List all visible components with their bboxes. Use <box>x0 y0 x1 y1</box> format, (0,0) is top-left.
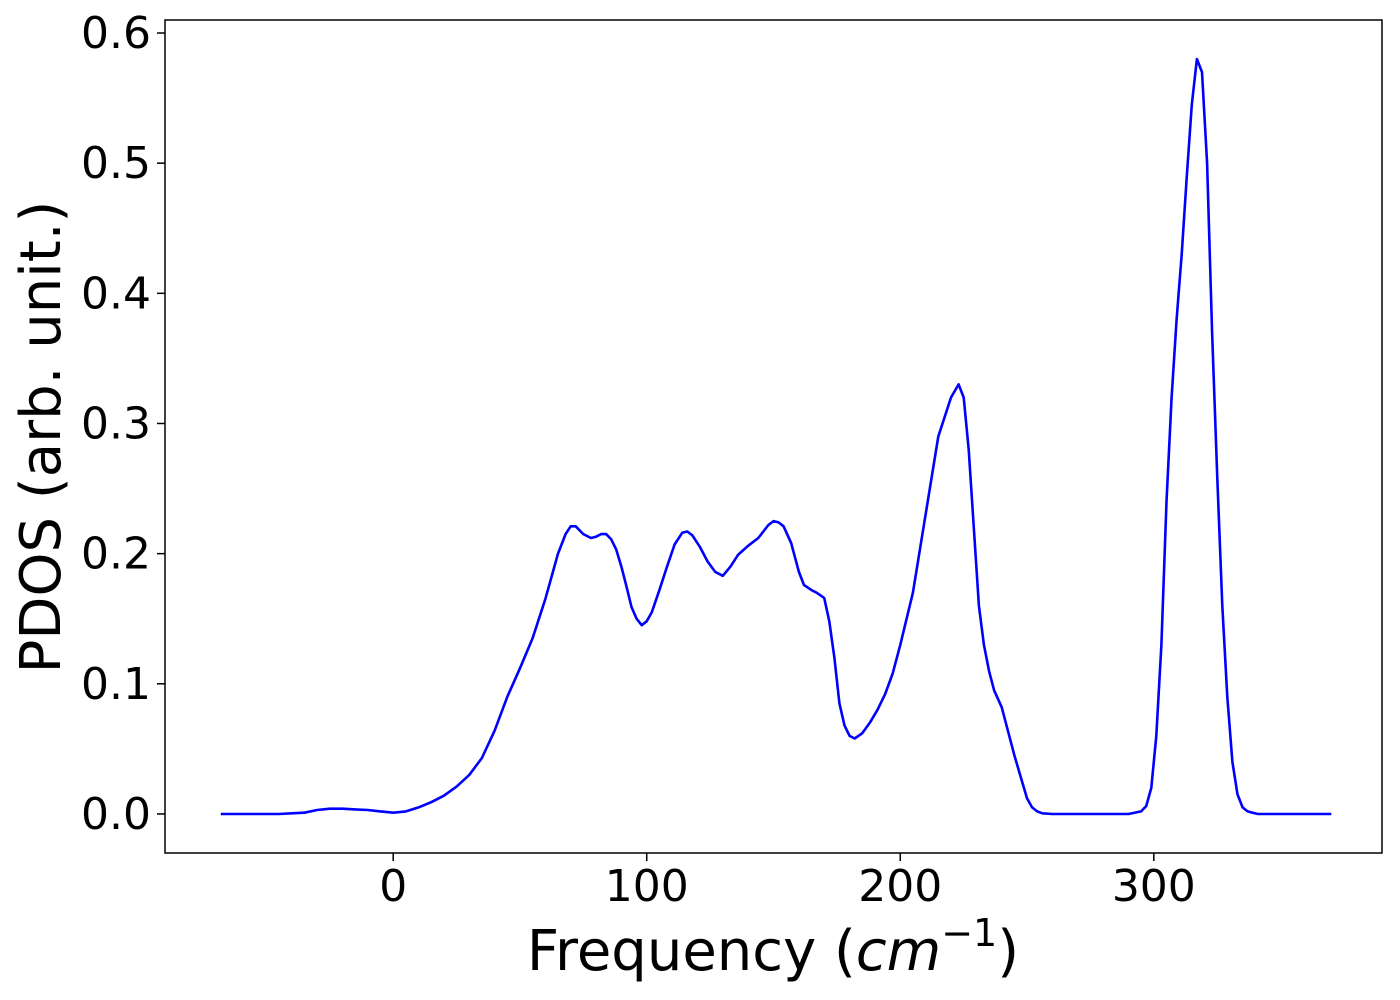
y-tick-label: 0.5 <box>81 138 151 189</box>
y-tick-label: 0.4 <box>81 268 151 319</box>
y-tick-label: 0.3 <box>81 398 151 449</box>
y-tick-label: 0.6 <box>81 8 151 59</box>
x-axis-label-math: cm <box>856 919 941 984</box>
x-axis-label-exponent: −1 <box>941 911 997 955</box>
pdos-series-line-0 <box>220 57 1332 816</box>
y-axis-label: PDOS (arb. unit.) <box>9 201 74 674</box>
y-axis-ticks: 0.0 0.1 0.2 0.3 0.4 0.5 0.6 <box>81 8 165 840</box>
x-tick-label: 100 <box>605 861 689 912</box>
x-tick-label: 300 <box>1112 861 1196 912</box>
x-tick-label: 0 <box>379 861 407 912</box>
x-axis-ticks: 0 100 200 300 <box>379 853 1196 912</box>
x-axis-label-suffix: ) <box>997 919 1019 984</box>
plot-frame <box>164 19 1383 854</box>
x-axis-label: Frequency (cm−1) <box>527 911 1019 984</box>
x-tick-label: 200 <box>858 861 942 912</box>
y-tick-label: 0.2 <box>81 529 151 580</box>
y-tick-label: 0.1 <box>81 659 151 710</box>
x-axis-label-prefix: Frequency ( <box>527 919 856 984</box>
y-tick-label: 0.0 <box>81 789 151 840</box>
plot-area <box>220 57 1332 816</box>
